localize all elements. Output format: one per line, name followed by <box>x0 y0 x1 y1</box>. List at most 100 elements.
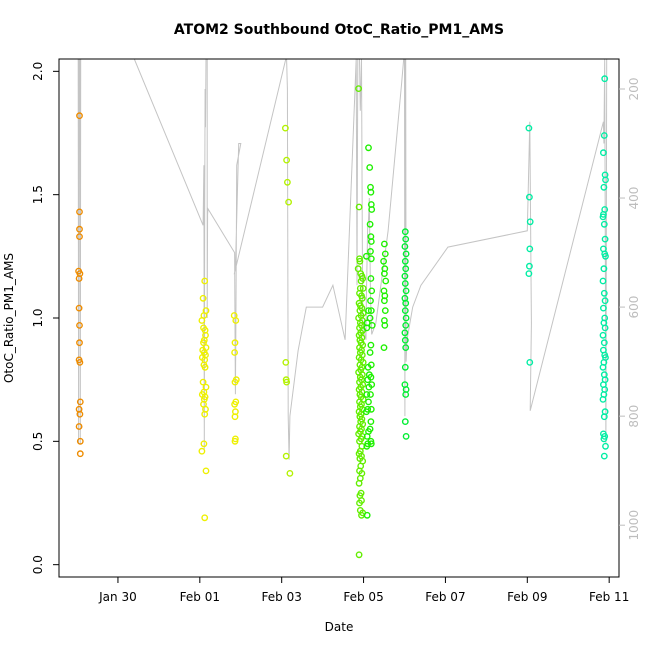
data-point <box>601 235 609 243</box>
data-point <box>599 363 607 371</box>
x-tick-label: Feb 05 <box>343 590 383 604</box>
data-point <box>282 358 290 366</box>
data-point <box>76 437 84 445</box>
data-point <box>525 270 533 277</box>
data-point <box>363 391 371 398</box>
data-point <box>600 413 608 421</box>
data-point <box>600 435 608 443</box>
data-point <box>366 314 374 322</box>
data-point <box>286 469 294 477</box>
data-point <box>356 499 363 507</box>
data-point <box>363 432 371 440</box>
data-point <box>363 324 371 332</box>
data-point <box>75 304 83 312</box>
data-point <box>402 344 410 351</box>
data-point <box>401 418 409 425</box>
data-point <box>201 277 209 285</box>
y-tick-label: 2.0 <box>31 62 45 81</box>
data-point <box>402 321 410 329</box>
series-2 <box>281 124 294 477</box>
data-points <box>75 75 609 559</box>
data-point <box>401 257 409 265</box>
series-1 <box>198 277 240 522</box>
x-axis-label: Date <box>325 620 354 634</box>
y-tick-label: 1.0 <box>31 308 45 327</box>
data-point <box>367 307 375 314</box>
data-point <box>599 277 607 285</box>
data-point <box>76 225 83 233</box>
series-0 <box>75 112 84 458</box>
data-point <box>76 398 84 406</box>
data-point <box>365 307 372 314</box>
data-point <box>600 132 608 139</box>
y-axis: 0.0 0.5 1.0 1.5 2.0 <box>31 62 59 574</box>
data-point <box>76 208 83 216</box>
data-point <box>600 452 608 460</box>
data-point <box>380 240 388 248</box>
x-tick-label: Feb 03 <box>262 590 302 604</box>
data-point <box>365 398 372 406</box>
data-point <box>356 257 364 265</box>
data-point <box>283 178 291 186</box>
data-point <box>601 324 609 332</box>
data-point <box>355 85 362 93</box>
data-point <box>401 272 409 280</box>
data-point <box>76 339 83 347</box>
data-point <box>600 304 607 312</box>
data-point <box>525 124 533 132</box>
data-point <box>76 233 83 241</box>
data-point <box>367 188 375 196</box>
data-point <box>231 413 239 421</box>
data-point <box>231 339 239 347</box>
data-point <box>367 405 375 413</box>
data-point <box>600 183 608 191</box>
data-point <box>368 381 376 388</box>
y2-tick-label: 200 <box>627 78 641 101</box>
x-axis: Jan 30 Feb 01 Feb 03 Feb 05 Feb 07 Feb 09 Feb … <box>98 577 629 604</box>
data-point <box>401 307 409 314</box>
data-point <box>201 514 209 522</box>
data-point <box>355 479 363 487</box>
data-point <box>380 344 388 351</box>
data-point <box>355 203 363 211</box>
x-tick-label: Feb 09 <box>507 590 547 604</box>
data-point <box>599 331 607 339</box>
data-point <box>355 551 363 559</box>
data-point <box>402 391 410 398</box>
y2-tick-label: 400 <box>627 187 641 210</box>
data-point <box>363 511 371 519</box>
y-tick-label: 1.5 <box>31 185 45 204</box>
data-point <box>601 75 609 83</box>
data-point <box>382 277 390 285</box>
data-point <box>76 358 84 366</box>
data-point <box>357 277 365 285</box>
data-point <box>402 287 410 295</box>
data-point <box>600 339 608 347</box>
data-point <box>367 275 375 282</box>
altitude-trace <box>77 58 608 460</box>
data-point <box>367 341 375 349</box>
data-point <box>381 307 389 314</box>
data-point <box>231 437 239 445</box>
series-3 <box>354 85 367 559</box>
data-point <box>281 124 289 132</box>
y2-tick-label: 800 <box>627 405 641 428</box>
data-point <box>402 265 410 273</box>
data-point <box>75 275 83 282</box>
data-point <box>282 452 290 460</box>
data-point <box>526 245 534 253</box>
data-point <box>367 373 375 381</box>
data-point <box>283 378 290 386</box>
data-point <box>367 255 375 263</box>
data-point <box>602 176 609 184</box>
data-point <box>526 193 533 201</box>
data-point <box>199 378 207 386</box>
data-point <box>366 164 374 171</box>
y2-tick-label: 1000 <box>627 510 641 541</box>
data-point <box>401 336 409 344</box>
series-4 <box>362 144 390 519</box>
data-point <box>367 440 375 448</box>
data-point <box>201 410 209 418</box>
data-point <box>368 206 376 213</box>
data-point <box>402 314 410 322</box>
